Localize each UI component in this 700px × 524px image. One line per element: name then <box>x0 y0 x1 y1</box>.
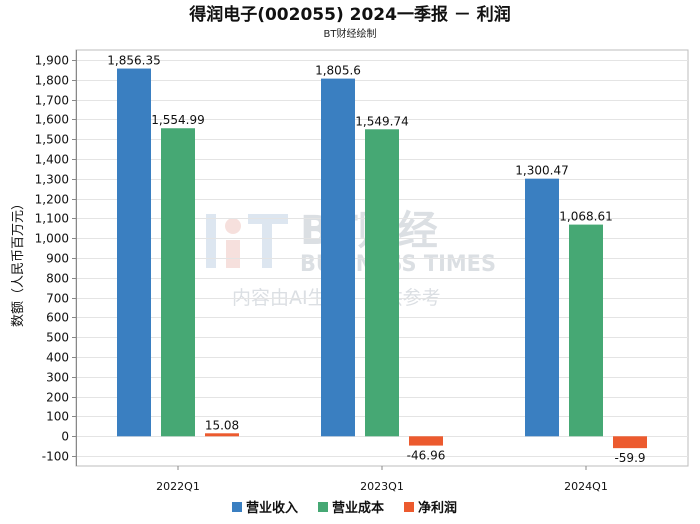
x-tick-label: 2023Q1 <box>360 480 404 493</box>
y-tick-label: 500 <box>46 331 69 345</box>
bar-净利润-2024Q1 <box>613 436 647 449</box>
y-tick-label: 700 <box>46 292 69 306</box>
y-tick-label: 1,000 <box>35 232 69 246</box>
bar-营业成本-2024Q1 <box>569 224 603 437</box>
legend-label: 营业成本 <box>332 500 384 516</box>
legend-swatch <box>232 502 242 512</box>
legend-swatch <box>404 502 414 512</box>
y-tick-label: 100 <box>46 410 69 424</box>
x-tick-label: 2022Q1 <box>156 480 200 493</box>
y-tick-label: 200 <box>46 391 69 405</box>
watermark-logo-bar <box>206 214 216 268</box>
y-tick-label: 0 <box>61 430 69 444</box>
y-tick-label: 600 <box>46 311 69 325</box>
data-label: 1,805.6 <box>315 64 361 78</box>
legend-swatch <box>318 502 328 512</box>
y-tick-label: 1,400 <box>35 153 69 167</box>
data-label: -59.9 <box>614 451 645 465</box>
bar-营业收入-2024Q1 <box>525 178 559 437</box>
y-tick-label: 1,100 <box>35 212 69 226</box>
y-tick-label: 1,200 <box>35 193 69 207</box>
data-label: 1,300.47 <box>515 164 568 178</box>
y-axis: -100 0 100 200 300 400 500 600 700 800 900 1,000 1,1… <box>35 50 77 466</box>
x-axis: 2022Q1 2023Q1 2024Q1 <box>156 466 608 493</box>
chart-title: 得润电子(002055) 2024一季报 － 利润 <box>188 4 511 25</box>
x-tick-label: 2024Q1 <box>564 480 608 493</box>
bar-净利润-2022Q1 <box>205 433 239 437</box>
bars <box>117 68 647 449</box>
data-label: 1,554.99 <box>151 113 204 127</box>
y-tick-label: 800 <box>46 272 69 286</box>
y-axis-label: 数额（人民币百万元） <box>11 197 26 327</box>
bar-营业成本-2022Q1 <box>161 128 195 437</box>
data-label: 15.08 <box>205 418 239 432</box>
y-tick-label: 1,300 <box>35 173 69 187</box>
y-tick-label: 1,900 <box>35 54 69 68</box>
y-tick-label: -100 <box>42 450 69 464</box>
bar-净利润-2023Q1 <box>409 436 443 446</box>
watermark-logo-dot <box>225 218 241 234</box>
y-tick-label: 400 <box>46 351 69 365</box>
data-label: -46.96 <box>407 449 446 463</box>
data-label: 1,549.74 <box>355 114 408 128</box>
bar-营业收入-2022Q1 <box>117 68 151 437</box>
watermark-logo-bar <box>226 240 240 268</box>
y-tick-label: 1,600 <box>35 113 69 127</box>
bar-营业成本-2023Q1 <box>365 129 399 437</box>
y-tick-label: 300 <box>46 371 69 385</box>
y-tick-label: 1,700 <box>35 94 69 108</box>
legend-label: 净利润 <box>418 500 457 516</box>
legend-label: 营业收入 <box>246 500 298 516</box>
legend: 营业收入 营业成本 净利润 <box>232 500 457 516</box>
data-label: 1,856.35 <box>107 54 160 68</box>
y-tick-label: 1,800 <box>35 74 69 88</box>
watermark-logo-bar <box>262 224 272 268</box>
chart-subtitle: BT财经绘制 <box>324 27 377 40</box>
y-tick-label: 1,500 <box>35 133 69 147</box>
bar-labels: 1,856.35 1,554.99 15.08 1,805.6 1,549.74 -46.… <box>107 54 645 466</box>
data-label: 1,068.61 <box>559 210 612 224</box>
y-tick-label: 900 <box>46 252 69 266</box>
bar-营业收入-2023Q1 <box>321 78 355 437</box>
